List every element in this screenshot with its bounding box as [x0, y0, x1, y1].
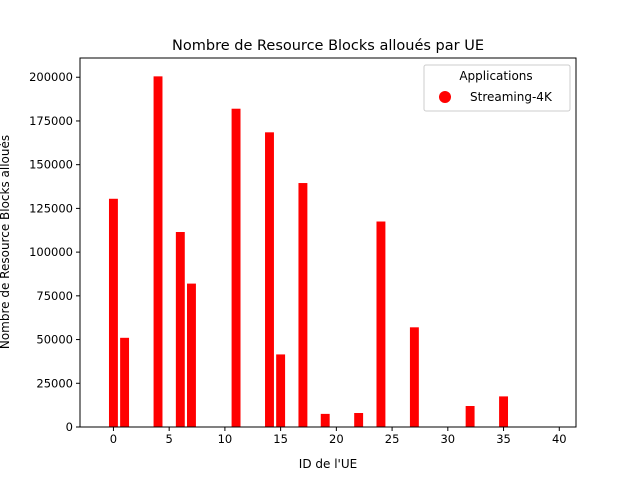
x-tick-label: 5: [166, 432, 173, 446]
bar-ue-1: [120, 337, 130, 427]
y-tick-label: 200000: [29, 70, 73, 84]
bar-ue-15: [276, 354, 286, 427]
chart-title: Nombre de Resource Blocks alloués par UE: [172, 38, 484, 54]
legend: Applications Streaming-4K: [423, 64, 571, 112]
legend-box: [423, 64, 571, 112]
y-tick-label: 125000: [29, 201, 73, 215]
bar-ue-7: [187, 283, 196, 427]
x-tick-label: 15: [273, 432, 288, 446]
bar-ue-6: [175, 232, 185, 427]
bar-ue-19: [320, 413, 330, 427]
x-tick-label: 25: [385, 432, 400, 446]
x-tick-label: 40: [552, 432, 567, 446]
x-axis-ticks: 0 5 10 15 20 25 30 35 40: [110, 427, 567, 446]
x-axis-label: ID de l'UE: [299, 457, 357, 471]
bars-group: [108, 76, 509, 428]
plot-area: 0 5 10 15 20 25 30 35 40 0 25000 50000 75000 100000 1…: [29, 57, 577, 446]
x-tick-label: 30: [440, 432, 455, 446]
y-tick-label: 25000: [36, 376, 73, 390]
y-axis-label: Nombre de Resource Blocks alloués: [0, 135, 12, 349]
y-axis-ticks: 0 25000 50000 75000 100000 125000 150000 175000…: [29, 70, 80, 434]
y-tick-label: 100000: [29, 245, 73, 259]
bar-ue-4: [153, 76, 163, 428]
y-tick-label: 75000: [36, 289, 73, 303]
y-tick-label: 50000: [36, 333, 73, 347]
bar-ue-22: [354, 413, 364, 427]
y-tick-label: 150000: [29, 158, 73, 172]
x-tick-label: 10: [218, 432, 233, 446]
bar-ue-32: [465, 406, 475, 427]
bar-ue-27: [409, 327, 419, 427]
bar-ue-0: [108, 198, 118, 427]
x-tick-label: 0: [110, 432, 117, 446]
bar-ue-14: [265, 132, 274, 427]
bar-ue-35: [499, 396, 509, 427]
bar-ue-17: [298, 183, 308, 427]
bar-ue-24: [376, 221, 386, 427]
y-tick-label: 175000: [29, 114, 73, 128]
bar-ue-11: [231, 108, 241, 427]
legend-entry-streaming-4k: Streaming-4K: [470, 90, 553, 104]
x-tick-label: 35: [496, 432, 511, 446]
y-tick-label: 0: [66, 420, 73, 434]
legend-title: Applications: [459, 69, 532, 83]
legend-marker-streaming-4k: [439, 91, 451, 103]
x-tick-label: 20: [329, 432, 344, 446]
plot-frame: [79, 57, 577, 428]
